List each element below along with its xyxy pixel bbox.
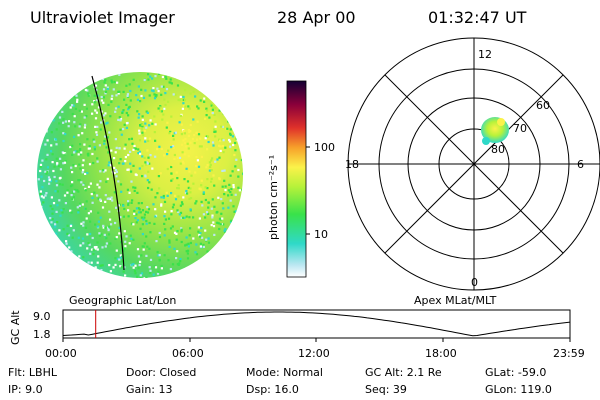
earth-disk-image xyxy=(37,72,243,278)
door-value: Door: Closed xyxy=(126,366,197,379)
image-time: 01:32:47 UT xyxy=(428,8,527,27)
color-bar: 100 10 photon cm⁻²s⁻¹ xyxy=(267,80,335,278)
polar-lat-label: 70 xyxy=(513,122,527,135)
polar-diagonal xyxy=(384,74,564,254)
timeline-ytick: 9.0 xyxy=(33,310,51,323)
mode-value: Mode: Normal xyxy=(246,366,323,379)
timeline-xtick: 12:00 xyxy=(298,347,330,360)
polar-label-right: 6 xyxy=(577,158,584,171)
terminator-line xyxy=(91,75,125,271)
filter-value: Flt: LBHL xyxy=(8,366,57,379)
polar-label-left: 18 xyxy=(345,158,359,171)
polar-lat-label: 80 xyxy=(491,143,505,156)
timeline-xtick: 18:00 xyxy=(425,347,457,360)
timeline-right-title: Apex MLat/MLT xyxy=(414,294,497,307)
timeline-xtick: 23:59 xyxy=(553,347,585,360)
polar-plot xyxy=(347,37,600,291)
image-date: 28 Apr 00 xyxy=(277,8,356,27)
seq-value: Seq: 39 xyxy=(365,383,407,396)
altitude-curve xyxy=(62,311,571,337)
polar-label-top: 12 xyxy=(478,48,492,61)
timeline-xtick: 06:00 xyxy=(172,347,204,360)
ip-value: IP: 9.0 xyxy=(8,383,43,396)
gain-value: Gain: 13 xyxy=(126,383,173,396)
timeline-frame xyxy=(62,309,571,339)
polar-lat-label: 60 xyxy=(536,99,550,112)
timeline-xtick: 00:00 xyxy=(45,347,77,360)
polar-label-bottom: 0 xyxy=(471,276,478,289)
timeline-ylabel: GC Alt xyxy=(9,310,22,345)
glat-value: GLat: -59.0 xyxy=(485,366,547,379)
colorbar-label: photon cm⁻²s⁻¹ xyxy=(267,155,280,240)
altitude-timeline xyxy=(62,309,571,342)
timeline-left-title: Geographic Lat/Lon xyxy=(69,294,176,307)
timeline-ytick: 1.8 xyxy=(33,328,51,341)
auroral-oval xyxy=(481,117,509,145)
gc-alt-value: GC Alt: 2.1 Re xyxy=(365,366,442,379)
dsp-value: Dsp: 16.0 xyxy=(246,383,299,396)
instrument-title: Ultraviolet Imager xyxy=(30,8,175,27)
colorbar-tick-label: 10 xyxy=(314,228,328,241)
glon-value: GLon: 119.0 xyxy=(485,383,552,396)
colorbar-tick-label: 100 xyxy=(314,141,335,154)
